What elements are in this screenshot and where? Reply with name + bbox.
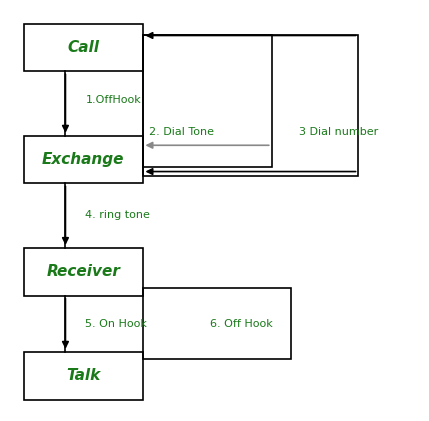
Text: Exchange: Exchange: [42, 152, 124, 167]
Bar: [24, 24, 142, 71]
Bar: [142, 288, 291, 359]
Text: 4. ring tone: 4. ring tone: [85, 210, 150, 220]
Text: Talk: Talk: [66, 368, 100, 383]
Text: 3 Dial number: 3 Dial number: [299, 127, 378, 136]
Bar: [24, 248, 142, 296]
Bar: [142, 35, 272, 167]
Text: 6. Off Hook: 6. Off Hook: [210, 319, 273, 328]
Text: 5. On Hook: 5. On Hook: [85, 319, 147, 328]
Text: 2. Dial Tone: 2. Dial Tone: [149, 127, 214, 136]
Bar: [142, 35, 359, 176]
Text: Receiver: Receiver: [46, 264, 120, 279]
Bar: [24, 136, 142, 184]
Text: Call: Call: [67, 40, 99, 55]
Bar: [24, 352, 142, 400]
Text: 1.OffHook: 1.OffHook: [85, 96, 141, 105]
